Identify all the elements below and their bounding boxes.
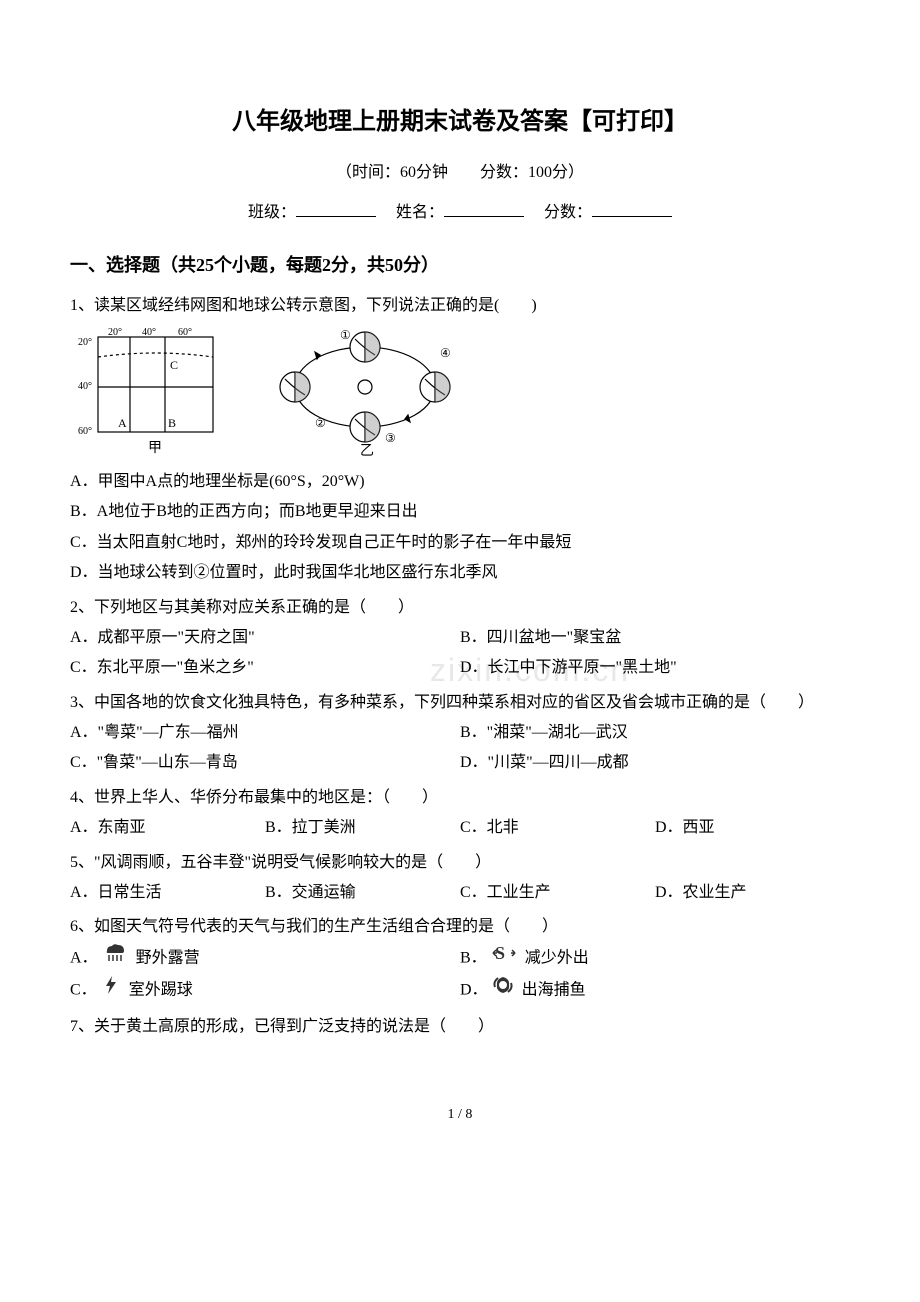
- yi-label-2: ②: [315, 416, 326, 430]
- q1-option-a: A．甲图中A点的地理坐标是(60°S，20°W): [70, 467, 850, 497]
- q1-option-d: D．当地球公转到②位置时，此时我国华北地区盛行东北季风: [70, 558, 850, 588]
- q6-option-d: D． 出海捕鱼: [460, 974, 850, 1007]
- q6-a-label: A．: [70, 949, 98, 966]
- jia-point-b: B: [168, 416, 176, 430]
- score-blank[interactable]: [592, 201, 672, 217]
- score-label: 分数：: [544, 204, 592, 221]
- lightning-icon: [101, 974, 121, 1007]
- q5-option-a: A．日常生活: [70, 878, 265, 908]
- q5-option-b: B．交通运输: [265, 878, 460, 908]
- jia-lat-20: 20°: [78, 337, 92, 348]
- q2-option-c: C．东北平原一"鱼米之乡": [70, 653, 460, 683]
- rain-icon: [102, 943, 128, 974]
- q3-option-d: D．"川菜"—四川—成都: [460, 748, 850, 778]
- yi-label-4: ④: [440, 346, 451, 360]
- exam-subtitle: （时间：60分钟 分数：100分）: [70, 158, 850, 188]
- jia-lat-40: 40°: [78, 381, 92, 392]
- question-2: 2、下列地区与其美称对应关系正确的是（ ） A．成都平原一"天府之国" B．四川…: [70, 593, 850, 684]
- jia-lon-20: 20°: [108, 327, 122, 338]
- q4-option-b: B．拉丁美洲: [265, 813, 460, 843]
- q5-option-c: C．工业生产: [460, 878, 655, 908]
- q6-b-label: B．: [460, 949, 487, 966]
- name-label: 姓名：: [396, 204, 444, 221]
- page-footer: 1 / 8: [70, 1102, 850, 1129]
- q2-stem: 2、下列地区与其美称对应关系正确的是（ ）: [70, 593, 850, 623]
- q1-option-c: C．当太阳直射C地时，郑州的玲玲发现自己正午时的影子在一年中最短: [70, 528, 850, 558]
- question-6: 6、如图天气符号代表的天气与我们的生产生活组合合理的是（ ） A． 野外露营 B…: [70, 912, 850, 1007]
- q4-stem: 4、世界上华人、华侨分布最集中的地区是：（ ）: [70, 783, 850, 813]
- question-1: 1、读某区域经纬网图和地球公转示意图，下列说法正确的是( ) 20° 40° 6…: [70, 291, 850, 589]
- q6-d-label: D．: [460, 982, 488, 999]
- question-7: 7、关于黄土高原的形成，已得到广泛支持的说法是（ ）: [70, 1012, 850, 1042]
- q6-a-text: 野外露营: [136, 949, 200, 966]
- q6-option-a: A． 野外露营: [70, 943, 460, 974]
- jia-point-c: C: [170, 358, 178, 372]
- jia-lon-40: 40°: [142, 327, 156, 338]
- q6-option-c: C． 室外踢球: [70, 974, 460, 1007]
- q4-option-a: A．东南亚: [70, 813, 265, 843]
- q2-option-d: D．长江中下游平原一"黑土地": [460, 653, 850, 683]
- name-blank[interactable]: [444, 201, 524, 217]
- q3-option-b: B．"湘菜"—湖北—武汉: [460, 718, 850, 748]
- q2-option-b: B．四川盆地一"聚宝盆: [460, 623, 850, 653]
- q4-option-d: D．西亚: [655, 813, 850, 843]
- class-label: 班级：: [248, 204, 296, 221]
- yi-label-1: ①: [340, 328, 351, 342]
- jia-caption: 甲: [148, 441, 162, 456]
- question-4: 4、世界上华人、华侨分布最集中的地区是：（ ） A．东南亚 B．拉丁美洲 C．北…: [70, 783, 850, 844]
- q3-option-c: C．"鲁菜"—山东—青岛: [70, 748, 460, 778]
- q1-stem: 1、读某区域经纬网图和地球公转示意图，下列说法正确的是( ): [70, 291, 850, 321]
- diagram-jia: 20° 40° 60° 20° 40° 60° A B C 甲: [70, 327, 230, 457]
- q6-c-label: C．: [70, 982, 97, 999]
- q3-stem: 3、中国各地的饮食文化独具特色，有多种菜系，下列四种菜系相对应的省区及省会城市正…: [70, 688, 850, 718]
- exam-title: 八年级地理上册期末试卷及答案【可打印】: [70, 100, 850, 146]
- q7-stem: 7、关于黄土高原的形成，已得到广泛支持的说法是（ ）: [70, 1012, 850, 1042]
- q5-stem: 5、"风调雨顺，五谷丰登"说明受气候影响较大的是（ ）: [70, 848, 850, 878]
- q6-d-text: 出海捕鱼: [522, 982, 586, 999]
- yi-label-3: ③: [385, 431, 396, 445]
- q5-option-d: D．农业生产: [655, 878, 850, 908]
- q2-option-a: A．成都平原一"天府之国": [70, 623, 460, 653]
- jia-lat-60: 60°: [78, 426, 92, 437]
- q4-option-c: C．北非: [460, 813, 655, 843]
- yi-caption: 乙: [360, 443, 374, 457]
- question-3: 3、中国各地的饮食文化独具特色，有多种菜系，下列四种菜系相对应的省区及省会城市正…: [70, 688, 850, 779]
- student-info-line: 班级： 姓名： 分数：: [70, 198, 850, 228]
- q6-option-b: B． S 减少外出: [460, 943, 850, 974]
- question-5: 5、"风调雨顺，五谷丰登"说明受气候影响较大的是（ ） A．日常生活 B．交通运…: [70, 848, 850, 909]
- class-blank[interactable]: [296, 201, 376, 217]
- jia-lon-60: 60°: [178, 327, 192, 338]
- jia-point-a: A: [118, 416, 127, 430]
- q3-option-a: A．"粤菜"—广东—福州: [70, 718, 460, 748]
- sandstorm-icon: S: [491, 943, 517, 974]
- q1-option-b: B．A地位于B地的正西方向；而B地更早迎来日出: [70, 497, 850, 527]
- q6-b-text: 减少外出: [525, 949, 589, 966]
- diagram-yi: ① ② ③ ④ 乙: [270, 327, 470, 457]
- q6-c-text: 室外踢球: [129, 982, 193, 999]
- q6-stem: 6、如图天气符号代表的天气与我们的生产生活组合合理的是（ ）: [70, 912, 850, 942]
- section-1-header: 一、选择题（共25个小题，每题2分，共50分）: [70, 248, 850, 282]
- typhoon-icon: [492, 974, 514, 1007]
